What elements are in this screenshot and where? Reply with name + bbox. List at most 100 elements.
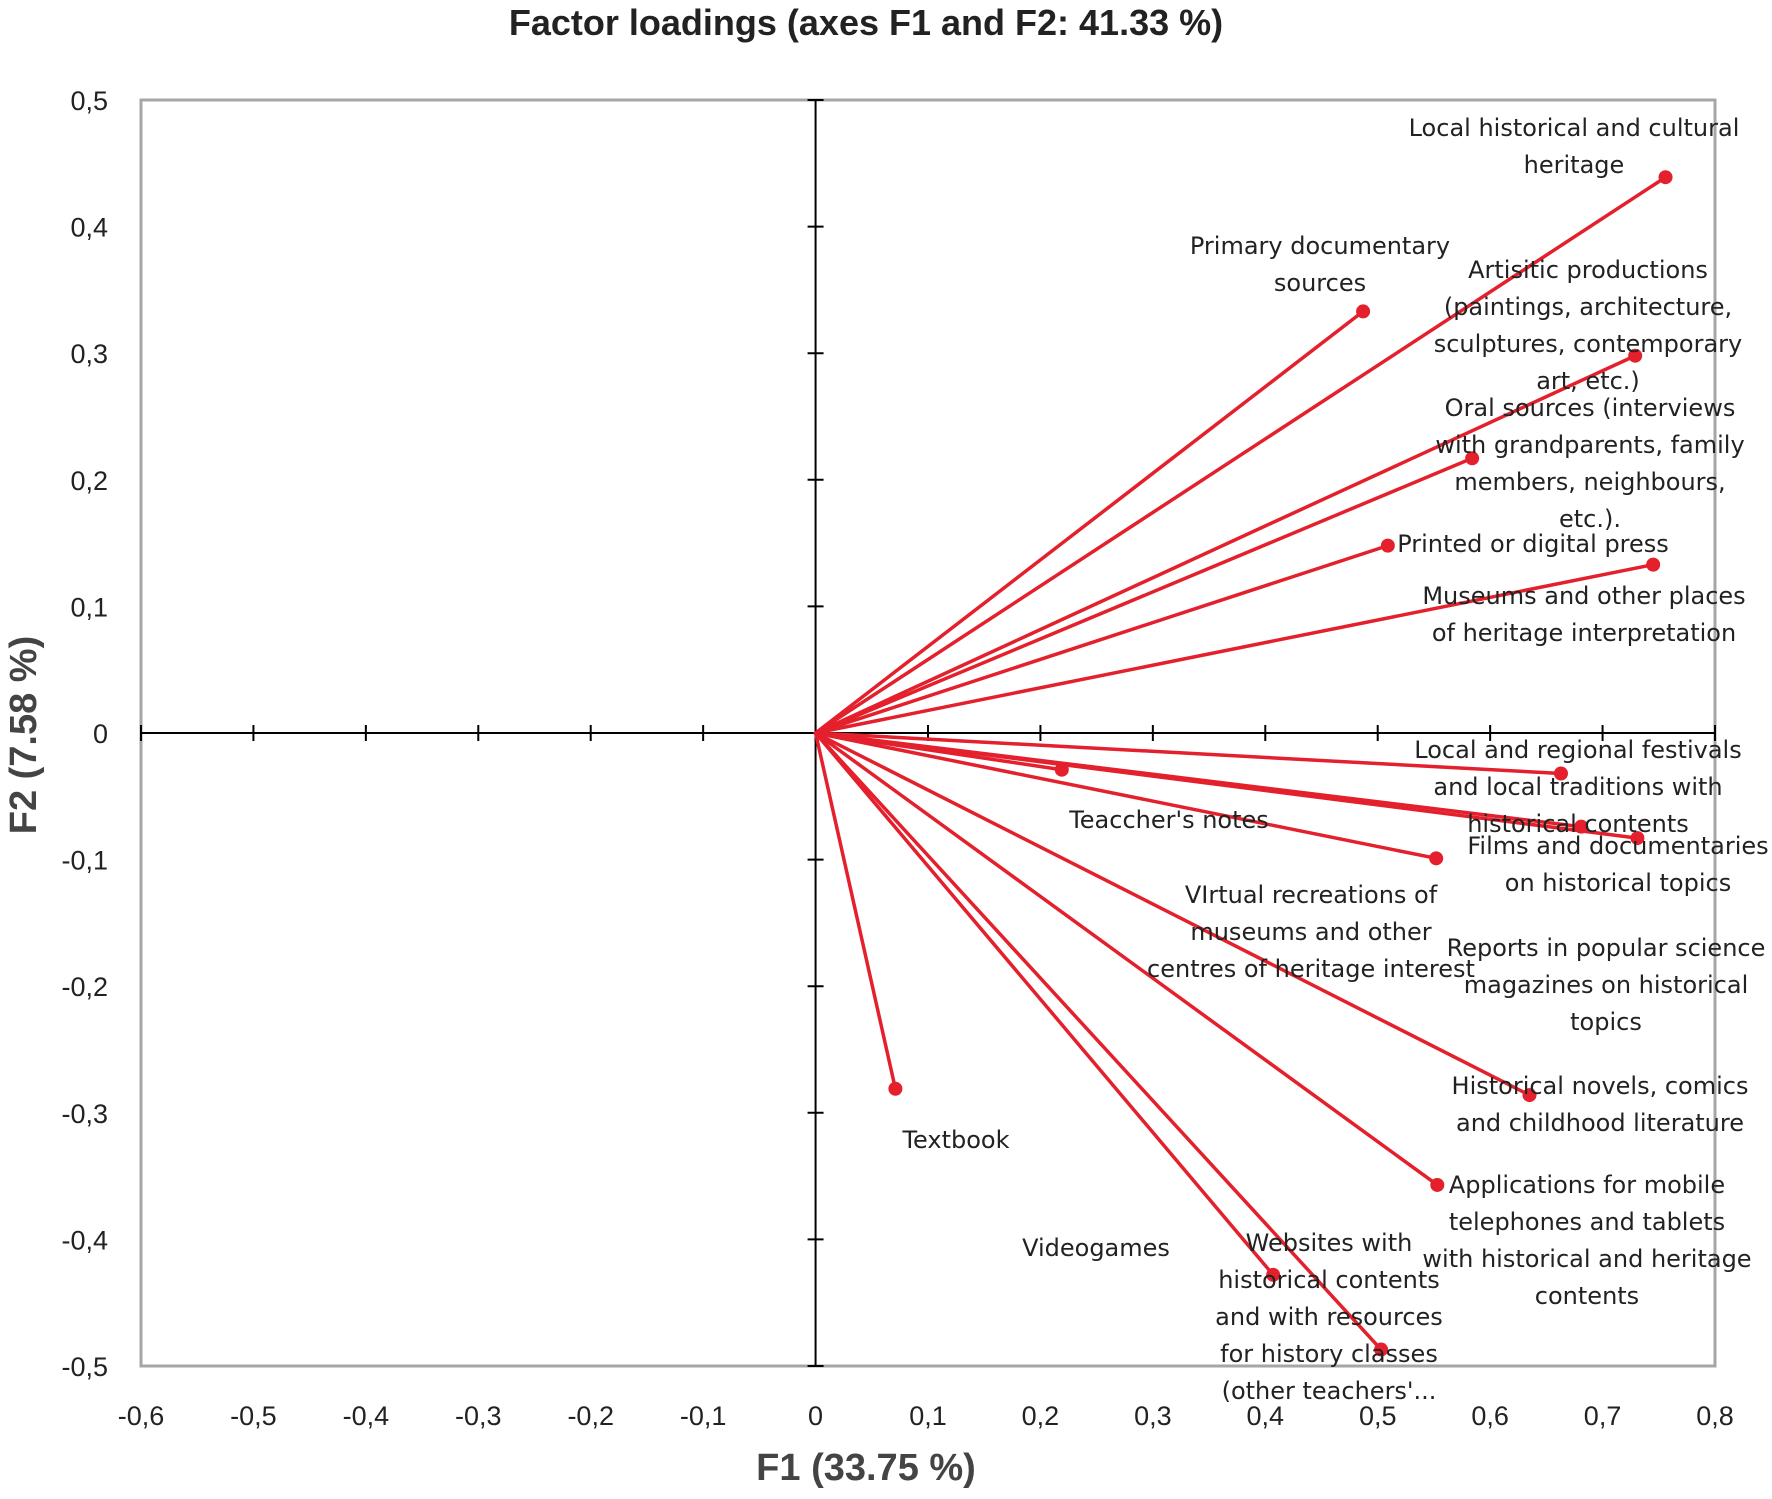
y-tick-label: 0: [93, 719, 108, 749]
point-label-line: for history classes: [1220, 1340, 1438, 1368]
chart-title: Factor loadings (axes F1 and F2: 41.33 %…: [509, 2, 1223, 43]
y-tick-labels: 0,5 0,4 0,3 0,2 0,1 0 -0,1 -0,2 -0,3 -0,4 -0,5: [61, 86, 108, 1382]
point-label-line: Oral sources (interviews: [1445, 394, 1736, 422]
point-label-line: Applications for mobile: [1449, 1171, 1725, 1199]
loading-vector: [813, 731, 1532, 1097]
x-tick-label: -0,5: [230, 1401, 277, 1431]
x-tick-label: 0,2: [1022, 1401, 1060, 1431]
x-tick-label: 0,5: [1359, 1401, 1397, 1431]
point-label: Museums and other places of heritage inte…: [1422, 582, 1745, 647]
loading-vector: [813, 731, 898, 1091]
x-tick-label: -0,3: [455, 1401, 502, 1431]
point-label-line: sources: [1274, 269, 1366, 297]
point-label: Artisitic productions (paintings, archite…: [1434, 256, 1743, 395]
point-label-line: museums and other: [1190, 918, 1431, 946]
loading-point: [1356, 304, 1371, 319]
point-label-line: Reports in popular science: [1447, 934, 1766, 962]
y-tick-label: -0,1: [61, 846, 108, 876]
point-label: Textbook: [901, 1126, 1009, 1154]
point-label: Videogames: [1022, 1234, 1170, 1262]
loading-point: [1646, 557, 1661, 572]
loading-vector: [813, 731, 1563, 776]
point-label-line: telephones and tablets: [1449, 1208, 1725, 1236]
point-label: Local historical and cultural heritage: [1409, 114, 1740, 179]
loading-vector: [813, 731, 1440, 1187]
point-label-line: heritage: [1524, 151, 1625, 179]
loading-vector: [813, 175, 1668, 735]
point-label-line: Teaccher's notes: [1068, 806, 1269, 834]
point-label-line: Museums and other places: [1422, 582, 1745, 610]
point-label-line: (paintings, architecture,: [1444, 293, 1732, 321]
point-label-line: art, etc.): [1536, 367, 1640, 395]
point-label-line: sculptures, contemporary: [1434, 330, 1743, 358]
x-tick-label: 0,4: [1247, 1401, 1285, 1431]
point-label-line: and childhood literature: [1456, 1109, 1744, 1137]
y-tick-label: 0,1: [70, 592, 108, 622]
point-label: Oral sources (interviews with grandparent…: [1435, 394, 1744, 533]
loading-point: [1430, 1177, 1445, 1192]
point-label: Historical novels, comics and childhood l…: [1452, 1072, 1749, 1137]
x-tick-label: 0: [808, 1401, 823, 1431]
loading-vector: [813, 543, 1390, 735]
loading-vector: [813, 353, 1637, 735]
loading-point: [1266, 1267, 1281, 1282]
loading-vector: [813, 731, 1640, 840]
point-label-line: members, neighbours,: [1454, 468, 1725, 496]
point-label: Websites with historical contents and with…: [1215, 1229, 1443, 1405]
loading-vector: [813, 456, 1474, 735]
y-tick-label: -0,4: [61, 1225, 108, 1255]
x-tick-label: 0,8: [1696, 1401, 1734, 1431]
point-label-line: magazines on historical: [1464, 971, 1749, 999]
point-label-line: Historical novels, comics: [1452, 1072, 1749, 1100]
x-tick-labels: -0,6 -0,5 -0,4 -0,3 -0,2 -0,1 0 0,1 0,2 0,3 0,4 0,5…: [118, 1401, 1734, 1431]
point-label-line: Textbook: [901, 1126, 1009, 1154]
point-label: VIrtual recreations of museums and other c…: [1147, 881, 1475, 983]
loading-vector: [813, 562, 1655, 735]
x-tick-label: -0,2: [567, 1401, 614, 1431]
loading-point: [1522, 1088, 1537, 1103]
point-label-line: contents: [1535, 1282, 1639, 1310]
point-labels: Local historical and cultural heritage Pri…: [901, 114, 1768, 1405]
point-label-line: historical contents: [1218, 1266, 1440, 1294]
loading-point: [1628, 348, 1643, 363]
x-tick-label: 0,3: [1134, 1401, 1172, 1431]
point-label-line: (other teachers'...: [1222, 1377, 1437, 1405]
loading-vector: [813, 731, 1275, 1277]
point-label: Reports in popular science magazines on h…: [1447, 934, 1766, 1036]
y-tick-label: -0,3: [61, 1099, 108, 1129]
point-label-line: Primary documentary: [1190, 232, 1450, 260]
x-tick-label: -0,6: [118, 1401, 165, 1431]
point-label: Printed or digital press: [1397, 530, 1669, 558]
point-label-line: Artisitic productions: [1468, 256, 1708, 284]
point-label-line: Local historical and cultural: [1409, 114, 1740, 142]
loading-vector: [813, 309, 1365, 735]
loading-point: [1553, 766, 1568, 781]
loading-point: [1380, 538, 1395, 553]
point-label-line: etc.).: [1559, 505, 1621, 533]
y-axis-title: F2 (7.58 %): [3, 636, 45, 835]
x-tick-label: 0,7: [1584, 1401, 1622, 1431]
point-label-line: with grandparents, family: [1435, 431, 1744, 459]
point-label-line: VIrtual recreations of: [1185, 881, 1438, 909]
y-tick-label: 0,2: [70, 466, 108, 496]
x-axis-title: F1 (33.75 %): [756, 1447, 976, 1489]
point-label-line: of heritage interpretation: [1432, 619, 1736, 647]
y-tick-label: 0,5: [70, 86, 108, 116]
loading-vector: [813, 731, 1383, 1352]
loading-point: [1429, 851, 1444, 866]
x-tick-label: 0,1: [909, 1401, 947, 1431]
point-label: Primary documentary sources: [1190, 232, 1450, 297]
point-label: Local and regional festivals and local tr…: [1414, 736, 1741, 838]
loading-point: [888, 1081, 903, 1096]
loading-point: [1630, 831, 1645, 846]
loading-vector: [813, 731, 1438, 861]
point-label-line: centres of heritage interest: [1147, 955, 1475, 983]
y-tick-label: 0,3: [70, 339, 108, 369]
point-label: Applications for mobile telephones and ta…: [1422, 1171, 1751, 1310]
loading-point: [1465, 451, 1480, 466]
point-label-line: Local and regional festivals: [1414, 736, 1741, 764]
point-label-line: on historical topics: [1505, 869, 1731, 897]
loading-vectors: [813, 170, 1673, 1357]
point-label: Films and documentaries on historical top…: [1467, 832, 1768, 897]
